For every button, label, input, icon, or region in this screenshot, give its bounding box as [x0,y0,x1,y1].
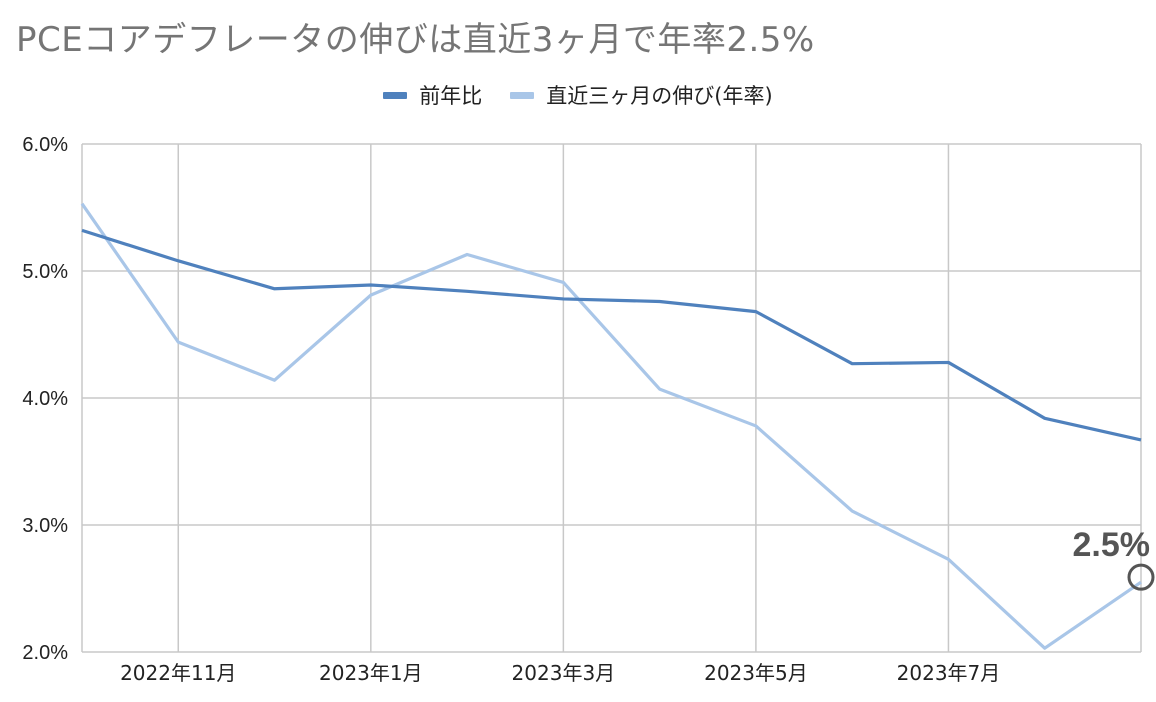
series-line-0 [81,228,1142,442]
chart-title: PCEコアデフレータの伸びは直近3ヶ月で年率2.5% [16,20,815,60]
legend-label-yoy: 前年比 [419,84,483,108]
x-tick-label: 2022年11月 [120,661,236,685]
x-axis-labels: 2022年11月 2023年1月 2023年3月 2023年5月 2023年7月 [120,661,1000,685]
horizontal-gridlines [82,143,1141,653]
series-lines [80,202,1142,650]
legend-item-yoy: 前年比 [383,80,482,110]
x-tick-label: 2023年5月 [704,661,808,685]
annotation: 2.5% [1073,526,1155,591]
y-tick-label: 6.0% [22,134,68,156]
legend-swatch-3m [510,91,535,99]
y-tick-label: 5.0% [22,261,68,283]
x-tick-label: 2023年7月 [897,661,1001,685]
series-line-1 [80,202,1142,650]
y-axis-labels: 6.0% 5.0% 4.0% 3.0% 2.0% [22,134,68,664]
legend-swatch-yoy [383,91,408,99]
x-tick-label: 2023年1月 [319,661,423,685]
x-tick-label: 2023年3月 [512,661,616,685]
annotation-label: 2.5% [1073,526,1151,564]
legend-label-3m: 直近三ヶ月の伸び(年率) [546,84,773,108]
annotation-circle [1127,563,1155,591]
y-tick-label: 4.0% [22,388,68,410]
legend-item-3m: 直近三ヶ月の伸び(年率) [510,80,773,110]
y-tick-label: 3.0% [22,515,68,537]
legend: 前年比 直近三ヶ月の伸び(年率) [0,80,1156,110]
y-tick-label: 2.0% [22,642,68,664]
